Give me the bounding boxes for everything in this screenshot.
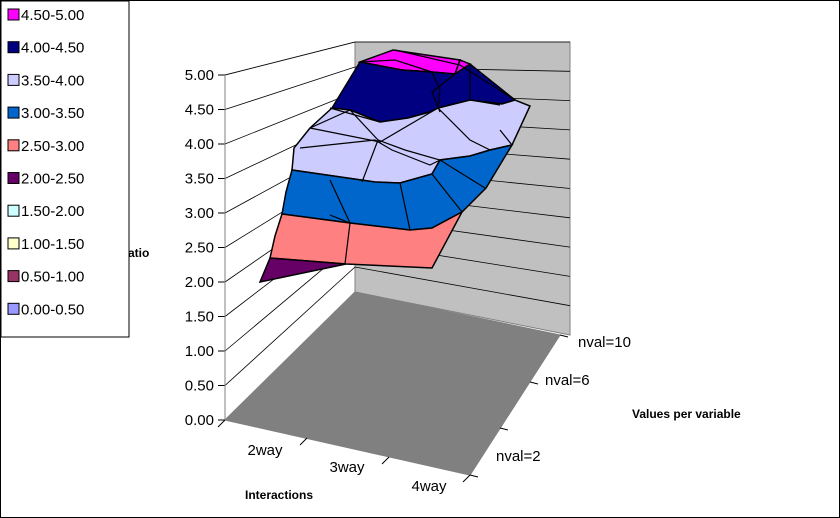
legend-box xyxy=(0,0,130,338)
legend: 4.50-5.00 4.00-4.50 3.50-4.00 3.00-3.50 2.50… xyxy=(7,7,84,318)
z-tick-label: 4.50 xyxy=(185,102,214,119)
legend-label: 3.00-3.50 xyxy=(21,105,84,122)
z-tick-label: 4.00 xyxy=(185,136,214,153)
gridline-side xyxy=(224,41,356,76)
gridline-side xyxy=(224,91,356,145)
legend-label: 3.50-4.00 xyxy=(21,72,84,89)
x-axis-line xyxy=(224,419,471,476)
z-tick-label: 0.50 xyxy=(185,378,214,395)
z-tick-label: 3.50 xyxy=(185,171,214,188)
surface-mesh xyxy=(299,49,516,265)
gridline-side xyxy=(224,66,356,110)
y-axis-line xyxy=(469,334,561,476)
z-axis-ticks: 0.00 0.50 1.00 1.50 2.00 2.50 3.00 3.50 4.00 4.50… xyxy=(185,67,225,429)
legend-label: 2.50-3.00 xyxy=(21,138,84,155)
legend-swatch xyxy=(7,204,20,217)
z-axis-title: atio xyxy=(128,246,149,260)
legend-swatch xyxy=(7,8,20,21)
surface-patch-2-50 xyxy=(269,210,464,269)
z-tick-label: 5.00 xyxy=(185,67,214,84)
legend-label: 1.00-1.50 xyxy=(21,236,84,253)
x-tick-label: 3way xyxy=(329,459,365,476)
z-tick-label: 3.00 xyxy=(185,205,214,222)
y-axis-labels: nval=2 nval=6 nval=10 xyxy=(496,334,631,465)
legend-label: 2.00-2.50 xyxy=(21,171,84,188)
legend-label: 0.00-0.50 xyxy=(21,301,84,318)
legend-swatch xyxy=(7,172,20,184)
y-tick-label: nval=2 xyxy=(496,448,541,465)
x-tick-label: 2way xyxy=(247,442,283,459)
z-tick-label: 0.00 xyxy=(185,412,214,429)
legend-label: 0.50-1.00 xyxy=(21,269,84,286)
y-tick-label: nval=10 xyxy=(578,334,631,351)
y-tick-label: nval=6 xyxy=(545,372,590,389)
z-tick-label: 1.50 xyxy=(185,309,214,326)
x-tick-label: 4way xyxy=(411,478,447,495)
x-axis-ticks xyxy=(217,419,471,483)
y-axis-ticks xyxy=(469,334,569,478)
legend-swatch xyxy=(7,106,20,119)
legend-label: 4.50-5.00 xyxy=(21,7,84,24)
legend-swatch xyxy=(7,73,20,86)
z-tick-label: 2.50 xyxy=(185,240,214,257)
x-axis-labels: 2way 3way 4way xyxy=(247,442,447,495)
gridline-side xyxy=(224,266,356,386)
legend-label: 1.50-2.00 xyxy=(21,203,84,220)
legend-swatch xyxy=(7,302,20,315)
x-axis-title: Interactions xyxy=(245,488,313,502)
surface-patch-2-00 xyxy=(258,257,347,284)
y-axis-title: Values per variable xyxy=(632,407,741,421)
legend-label: 4.00-4.50 xyxy=(21,40,84,57)
legend-swatch xyxy=(7,237,20,250)
legend-swatch xyxy=(7,41,20,54)
surface-plot xyxy=(258,49,532,284)
z-tick-label: 2.00 xyxy=(185,274,214,291)
legend-swatch xyxy=(7,270,20,283)
legend-swatch xyxy=(7,139,20,152)
gridline-back xyxy=(354,266,571,307)
z-tick-label: 1.00 xyxy=(185,343,214,360)
